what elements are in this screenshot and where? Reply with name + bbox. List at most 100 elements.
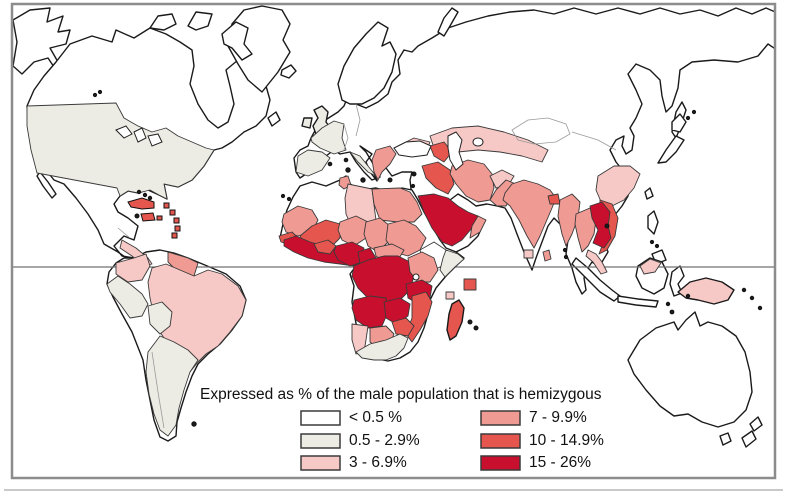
region-new-zealand-south xyxy=(741,430,757,448)
patch-malay-peninsula xyxy=(585,249,608,275)
island-antilles-4 xyxy=(174,225,181,232)
region-australia xyxy=(627,311,753,428)
islet-melanesia-3 xyxy=(757,305,763,311)
islet-reunion xyxy=(473,325,479,331)
patch-seychelles xyxy=(463,278,477,291)
patch-mozambique xyxy=(405,291,433,343)
border-mexico-guatemala xyxy=(117,227,131,239)
caspian-sea xyxy=(447,131,464,171)
legend-label: 3 - 6.9% xyxy=(349,454,407,471)
region-sulawesi xyxy=(669,265,685,297)
patch-bangladesh xyxy=(547,193,561,205)
patch-peru xyxy=(106,275,149,319)
island-antilles-2 xyxy=(169,209,176,216)
islet-visayas-2 xyxy=(654,243,660,249)
island-bahamas-1 xyxy=(136,189,142,195)
patch-iberia xyxy=(295,149,331,177)
patch-argentina xyxy=(145,335,199,437)
great-lake-superior xyxy=(115,125,133,139)
legend-swatch-band6 xyxy=(480,455,521,471)
patch-maldives xyxy=(523,249,534,259)
region-newfoundland xyxy=(267,111,281,127)
region-madagascar xyxy=(446,299,465,341)
patch-laos-cambodia xyxy=(589,201,612,249)
island-antilles-5 xyxy=(171,232,178,239)
arctic-island-baffin xyxy=(221,21,253,61)
islet-canada-2 xyxy=(97,89,103,95)
islet-melanesia-2 xyxy=(749,295,755,301)
island-antilles-3 xyxy=(173,217,180,224)
border-mongolia xyxy=(511,117,571,145)
patch-comoros xyxy=(445,291,455,300)
patch-somalia xyxy=(439,249,465,278)
islet-melanesia-1 xyxy=(741,287,747,293)
region-japan-hokkaido xyxy=(671,113,687,133)
islet-sardinia xyxy=(345,167,351,173)
region-new-zealand-north xyxy=(749,416,763,432)
region-philippines-luzon xyxy=(647,210,659,235)
patch-india xyxy=(502,179,557,249)
island-cuba xyxy=(127,197,155,210)
region-sumatra xyxy=(571,257,621,302)
patch-france xyxy=(310,120,347,155)
patch-niger xyxy=(337,215,369,247)
islet-falklands xyxy=(191,421,197,427)
island-jamaica xyxy=(134,213,140,219)
border-europe-2 xyxy=(355,103,361,137)
patch-egypt xyxy=(371,187,423,223)
region-java xyxy=(617,295,659,308)
aral-sea xyxy=(472,137,484,147)
islet-levant xyxy=(410,183,416,189)
patch-zimbabwe xyxy=(391,317,415,337)
internal-borders xyxy=(117,103,617,429)
legend-swatch-band4 xyxy=(480,410,521,426)
patch-oman xyxy=(469,215,487,239)
legend-entry: < 0.5 % xyxy=(300,410,420,426)
islet-andaman-1 xyxy=(562,247,568,253)
islet-moluccas-2 xyxy=(665,301,671,307)
patch-syria-iraq xyxy=(421,161,455,195)
region-ireland xyxy=(301,117,313,129)
patch-burkina xyxy=(313,239,337,255)
legend-column-right: 7 - 9.9% 10 - 14.9% 15 - 26% xyxy=(480,410,604,478)
islet-canaries-2 xyxy=(286,196,292,202)
region-novaya-zemlya xyxy=(437,7,459,37)
patch-myanmar xyxy=(557,193,581,247)
patch-nigeria xyxy=(333,241,365,267)
patch-colombia xyxy=(115,253,151,283)
region-japan-honshu xyxy=(657,135,685,164)
islet-andaman-2 xyxy=(563,254,569,260)
patch-angola xyxy=(351,295,389,329)
region-baja xyxy=(36,171,57,199)
island-puerto-rico xyxy=(156,215,163,221)
region-scandinavia xyxy=(337,21,397,105)
legend-label: 7 - 9.9% xyxy=(529,409,587,426)
great-lake-michigan-huron xyxy=(133,127,147,143)
legend-entry: 3 - 6.9% xyxy=(300,455,420,471)
small-islands xyxy=(92,89,763,427)
patch-south-china xyxy=(595,165,641,207)
border-russia-china xyxy=(571,131,617,151)
great-lake-erie-ontario xyxy=(147,133,163,147)
patch-sri-lanka xyxy=(542,249,552,262)
legend-entry: 15 - 26% xyxy=(480,455,604,471)
legend-swatch-band5 xyxy=(480,432,521,449)
island-antilles-1 xyxy=(163,202,170,209)
islet-sicily xyxy=(360,177,366,183)
islet-crete xyxy=(387,177,393,183)
legend-entry: 10 - 14.9% xyxy=(480,432,604,449)
border-europe-1 xyxy=(343,123,349,151)
islet-canada-1 xyxy=(92,92,98,98)
islet-balearics xyxy=(327,161,333,167)
legend-title: Expressed as % of the male population th… xyxy=(200,386,602,403)
islet-visayas-1 xyxy=(649,239,655,245)
patch-zambia xyxy=(383,297,411,325)
legend-entry: 0.5 - 2.9% xyxy=(300,432,420,449)
black-sea xyxy=(393,140,432,158)
legend-label: < 0.5 % xyxy=(349,409,402,426)
map-frame xyxy=(10,2,777,480)
patch-usa xyxy=(26,102,215,200)
islet-canaries-1 xyxy=(280,193,286,199)
